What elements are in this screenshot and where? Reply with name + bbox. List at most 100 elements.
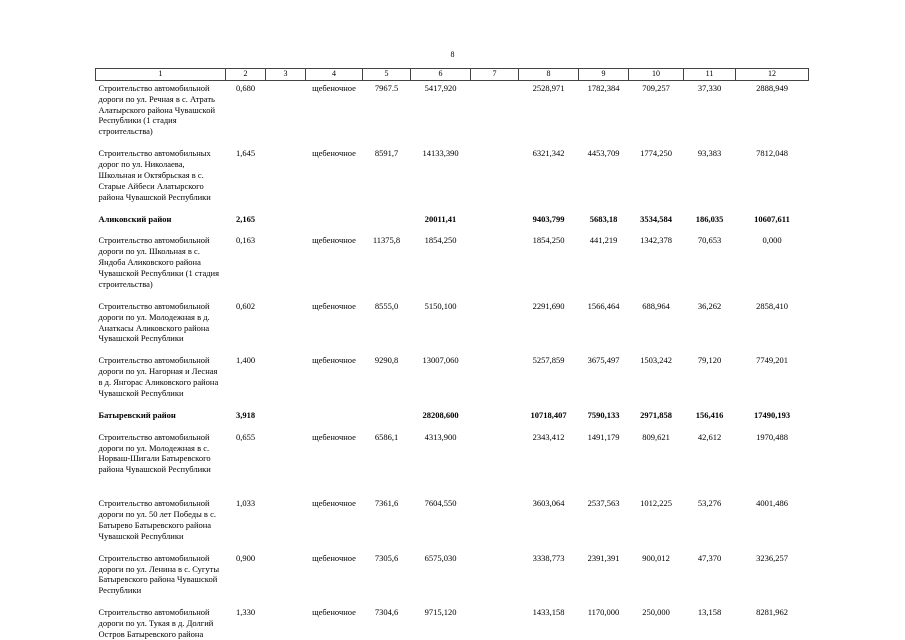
value-cell: 5150,100 (424, 300, 457, 311)
value-cell (471, 299, 519, 354)
value-cell: 2291,690 (532, 300, 565, 311)
value-cell: 900,012 (642, 552, 670, 563)
value-cell: 2858,410 (756, 300, 788, 311)
value-cell: 5257,859 (532, 355, 565, 366)
value-cell (471, 430, 519, 485)
value-cell: 809,621 (642, 431, 670, 442)
value-cell: 1782,384 (587, 82, 620, 93)
value-cell: 1970,488 (756, 431, 788, 442)
header-cell: 12 (735, 68, 809, 81)
value-cell: 441,219 (589, 235, 618, 246)
value-cell: 2391,391 (587, 552, 620, 563)
value-cell (266, 551, 306, 606)
value-cell (266, 605, 306, 640)
value-cell (363, 408, 411, 430)
value-cell: щебеночное (312, 300, 356, 311)
value-cell (471, 80, 519, 146)
value-cell: 8555,0 (374, 300, 399, 311)
header-cell: 7 (470, 68, 519, 81)
value-cell (266, 80, 306, 146)
value-cell: 250,000 (642, 607, 670, 618)
row-description-cell: Строительство автомобильной дороги по ул… (98, 431, 211, 475)
value-cell: 2971,858 (640, 409, 672, 420)
value-cell: 1,645 (235, 148, 256, 159)
value-cell: 2343,412 (532, 431, 565, 442)
row-description-cell: Строительство автомобильной дороги по ул… (98, 607, 214, 640)
value-cell: 13007,060 (422, 355, 459, 366)
value-cell: 79,120 (697, 355, 722, 366)
value-cell: 2537,563 (587, 498, 620, 509)
value-cell: 0,900 (235, 552, 256, 563)
value-cell: 3675,497 (587, 355, 620, 366)
value-cell: 10607,611 (754, 213, 790, 224)
header-cell: 1 (95, 68, 226, 81)
value-cell: 6575,030 (424, 552, 457, 563)
value-cell: 7812,048 (756, 148, 788, 159)
value-cell: 3603,064 (532, 498, 565, 509)
value-cell: 3,918 (235, 409, 256, 420)
value-cell: 17490,193 (753, 409, 791, 420)
value-cell: 0,602 (235, 300, 256, 311)
value-cell: 4453,709 (587, 148, 620, 159)
header-cell: 3 (265, 68, 306, 81)
value-cell (471, 212, 519, 234)
value-cell (306, 212, 363, 234)
value-cell (266, 233, 306, 298)
value-cell: 0,655 (235, 431, 256, 442)
table-row: Аликовский район 2,165 20011,41 9403,799 568… (96, 212, 809, 234)
value-cell: 9715,120 (424, 607, 457, 618)
row-description-cell: Строительство автомобильной дороги по ул… (98, 552, 220, 596)
value-cell: 47,370 (697, 552, 722, 563)
value-cell: 4313,900 (424, 431, 457, 442)
value-cell: щебеночное (312, 607, 356, 618)
value-cell: 7304,6 (374, 607, 399, 618)
table-row: Строительство автомобильной дороги по ул… (96, 353, 809, 408)
table-row: Строительство автомобильной дороги по ул… (96, 605, 809, 640)
road-construction-table: 1 2 3 4 5 6 7 8 9 10 11 12 Строительство автомобиль… (95, 68, 809, 640)
value-cell (471, 484, 519, 551)
value-cell: 70,653 (697, 235, 722, 246)
value-cell: 5683,18 (589, 213, 618, 224)
value-cell: 1566,464 (587, 300, 620, 311)
value-cell: 709,257 (642, 82, 670, 93)
table-row: Строительство автомобильной дороги по ул… (96, 430, 809, 485)
value-cell: 1491,179 (587, 431, 620, 442)
value-cell: щебеночное (312, 235, 356, 246)
value-cell: 156,416 (695, 409, 724, 420)
row-description-cell: Строительство автомобильной дороги по ул… (98, 355, 219, 398)
value-cell: 1854,250 (424, 235, 457, 246)
value-cell: щебеночное (312, 431, 356, 442)
table-row: Строительство автомобильной дороги по ул… (96, 484, 809, 551)
table-row: Строительство автомобильных дорог по ул.… (96, 146, 809, 211)
value-cell: 3338,773 (532, 552, 565, 563)
value-cell: 9403,799 (532, 213, 565, 224)
value-cell: 2,165 (235, 213, 256, 224)
value-cell (471, 408, 519, 430)
header-cell: 11 (683, 68, 736, 81)
table-body: Строительство автомобильной дороги по ул… (96, 80, 809, 640)
header-cell: 6 (410, 68, 471, 81)
value-cell: 7967.5 (374, 82, 399, 93)
value-cell: 7749,201 (756, 355, 788, 366)
value-cell: 1342,378 (640, 235, 672, 246)
value-cell (471, 551, 519, 606)
row-description-cell: Строительство автомобильной дороги по ул… (98, 498, 216, 541)
value-cell: 2528,971 (532, 82, 565, 93)
value-cell (266, 212, 306, 234)
value-cell (363, 212, 411, 234)
value-cell: 5417,920 (424, 82, 457, 93)
header-cell: 8 (518, 68, 579, 81)
value-cell: 0,000 (762, 235, 782, 246)
value-cell: щебеночное (312, 82, 356, 93)
value-cell: 4001,486 (756, 498, 788, 509)
row-description-cell: Строительство автомобильных дорог по ул.… (98, 148, 211, 202)
value-cell: 688,964 (642, 300, 670, 311)
value-cell: 1,033 (235, 498, 256, 509)
value-cell: 2888,949 (756, 82, 788, 93)
value-cell: 14133,390 (422, 148, 459, 159)
value-cell (306, 408, 363, 430)
table-row: Строительство автомобильной дороги по ул… (96, 80, 809, 146)
value-cell: 13,158 (697, 607, 722, 618)
value-cell (266, 146, 306, 211)
value-cell (266, 484, 306, 551)
